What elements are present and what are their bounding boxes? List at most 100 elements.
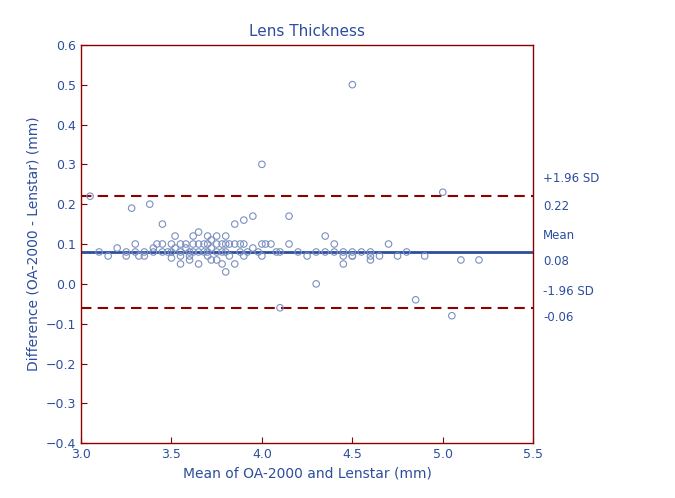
Point [157, 248, 168, 256]
Point [356, 248, 367, 256]
Point [198, 240, 209, 248]
Point [365, 248, 376, 256]
Point [320, 232, 331, 240]
Point [94, 248, 105, 256]
Point [139, 252, 150, 260]
Point [410, 296, 421, 304]
Point [148, 244, 159, 252]
Point [347, 252, 358, 260]
Point [265, 240, 276, 248]
Point [242, 248, 253, 256]
Point [275, 304, 286, 312]
Point [365, 252, 376, 260]
Point [310, 280, 321, 288]
Point [238, 240, 249, 248]
Point [230, 260, 240, 268]
Point [217, 260, 227, 268]
Point [157, 240, 168, 248]
Point [206, 256, 217, 264]
Point [152, 240, 163, 248]
Point [338, 252, 349, 260]
Point [134, 252, 144, 260]
Point [374, 252, 385, 260]
Point [220, 268, 231, 276]
Point [166, 240, 177, 248]
Point [139, 248, 150, 256]
Point [202, 240, 213, 248]
Point [202, 252, 213, 260]
Point [401, 248, 412, 256]
Point [217, 248, 227, 256]
Point [224, 252, 235, 260]
Y-axis label: Difference (OA-2000 - Lenstar) (mm): Difference (OA-2000 - Lenstar) (mm) [26, 117, 40, 372]
Point [112, 244, 123, 252]
Point [437, 188, 448, 196]
Point [184, 256, 195, 264]
Point [193, 260, 204, 268]
Point [202, 232, 213, 240]
Point [130, 240, 140, 248]
Point [329, 240, 340, 248]
Point [175, 240, 186, 248]
Point [175, 260, 186, 268]
Point [202, 248, 213, 256]
Text: -1.96 SD: -1.96 SD [543, 285, 594, 298]
Point [211, 240, 222, 248]
Point [121, 248, 132, 256]
Point [193, 240, 204, 248]
Point [180, 240, 191, 248]
Point [193, 248, 204, 256]
Point [217, 240, 227, 248]
Point [260, 240, 271, 248]
Point [175, 252, 186, 260]
Point [121, 252, 132, 260]
Point [166, 254, 177, 262]
Point [211, 232, 222, 240]
Point [169, 244, 180, 252]
Point [253, 248, 264, 256]
Point [169, 232, 180, 240]
Point [256, 240, 267, 248]
Point [230, 220, 240, 228]
Point [148, 248, 159, 256]
Point [320, 248, 331, 256]
Title: Lens Thickness: Lens Thickness [249, 24, 365, 39]
Point [175, 248, 186, 256]
Point [220, 248, 231, 256]
Point [456, 256, 466, 264]
Point [211, 248, 222, 256]
Point [365, 256, 376, 264]
Point [256, 160, 267, 168]
Point [474, 256, 485, 264]
Point [347, 252, 358, 260]
Point [166, 248, 177, 256]
Point [206, 236, 217, 244]
Point [293, 248, 304, 256]
Point [188, 240, 198, 248]
Point [248, 212, 259, 220]
Point [206, 244, 217, 252]
Point [383, 240, 394, 248]
Point [446, 312, 457, 320]
Point [302, 252, 313, 260]
Point [126, 204, 137, 212]
Point [338, 260, 349, 268]
Text: -0.06: -0.06 [543, 311, 574, 324]
Point [248, 244, 259, 252]
Point [238, 216, 249, 224]
Point [188, 248, 198, 256]
Point [235, 240, 246, 248]
Point [238, 252, 249, 260]
Point [220, 240, 231, 248]
Point [211, 256, 222, 264]
Point [230, 240, 240, 248]
Point [144, 200, 155, 208]
Point [338, 248, 349, 256]
Point [193, 228, 204, 236]
Point [347, 81, 358, 89]
Text: 0.08: 0.08 [543, 255, 569, 268]
Text: 0.22: 0.22 [543, 200, 570, 213]
Point [157, 220, 168, 228]
Text: +1.96 SD: +1.96 SD [543, 172, 600, 185]
Point [103, 252, 113, 260]
